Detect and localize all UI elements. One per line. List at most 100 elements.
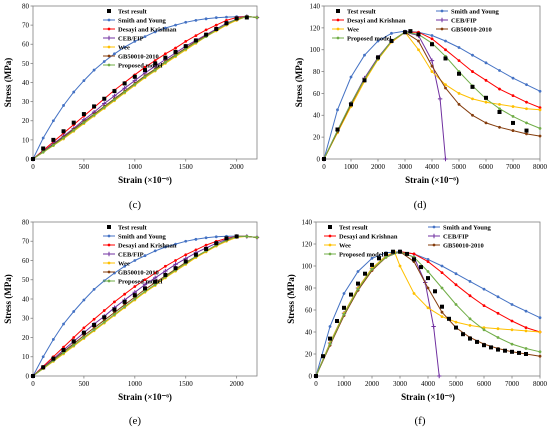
data-point — [41, 150, 45, 154]
legend-marker — [336, 9, 340, 13]
data-point — [328, 336, 332, 341]
legend-marker — [107, 63, 111, 67]
data-point — [419, 265, 423, 270]
y-tick-label: 140 — [310, 2, 321, 10]
data-point — [41, 365, 46, 370]
legend-label: Desayi and Krishnan — [339, 233, 398, 240]
data-point — [153, 271, 157, 275]
legend-item: Test result — [328, 224, 369, 231]
y-tick-label: 0 — [26, 155, 30, 163]
series-test-result — [314, 249, 528, 378]
data-point — [143, 278, 147, 282]
data-point — [122, 86, 127, 91]
data-point — [496, 347, 500, 352]
legend-marker — [328, 225, 332, 229]
data-point — [133, 297, 137, 301]
legend-marker — [106, 35, 112, 41]
data-point — [72, 310, 76, 313]
y-tick-label: 80 — [22, 218, 30, 226]
data-point — [72, 343, 76, 347]
y-tick-label: 80 — [22, 2, 30, 10]
x-axis-title: Strain (×10⁻⁶) — [118, 175, 172, 185]
data-point — [112, 89, 117, 94]
data-point — [153, 59, 157, 62]
data-point — [133, 259, 137, 262]
series-desayi-and-krishnan — [314, 250, 542, 378]
data-point — [321, 354, 325, 359]
data-point — [398, 264, 402, 268]
data-point — [51, 356, 56, 361]
y-axis-title: Stress (MPa) — [3, 274, 13, 324]
data-point — [454, 320, 458, 324]
data-point — [143, 35, 147, 38]
data-point — [194, 248, 198, 252]
data-point — [457, 92, 461, 95]
data-point — [349, 102, 353, 107]
series-line — [32, 235, 258, 377]
data-point — [41, 136, 45, 140]
legend-label: Desayi and Krishnan — [118, 26, 177, 33]
data-point — [133, 39, 137, 43]
data-point — [444, 48, 447, 52]
series-test-result — [322, 29, 529, 161]
legend-label: Test result — [347, 8, 377, 15]
x-tick-label: 8000 — [533, 380, 548, 388]
data-point — [113, 313, 116, 316]
data-point — [133, 83, 137, 86]
legend-marker — [107, 18, 111, 22]
legend-item: Test result — [107, 224, 148, 231]
x-axis-title: Strain (×10⁻⁶) — [401, 392, 455, 402]
data-point — [255, 236, 259, 239]
x-tick-label: 1500 — [179, 380, 194, 388]
x-axis-title: Strain (×10⁻⁶) — [405, 175, 459, 185]
data-point — [214, 235, 218, 239]
data-point — [51, 143, 55, 147]
series-proposed-model — [322, 30, 542, 161]
data-point — [468, 317, 472, 321]
data-point — [440, 264, 444, 268]
data-point — [61, 129, 66, 134]
data-point — [524, 352, 528, 356]
legend-marker — [440, 27, 444, 31]
data-point — [471, 53, 474, 57]
data-point — [403, 30, 407, 35]
data-point — [92, 113, 96, 117]
data-point — [102, 309, 106, 312]
legend-label: CEB/FIP — [451, 17, 477, 24]
data-point — [447, 316, 451, 321]
data-point — [430, 64, 434, 68]
data-point — [132, 78, 138, 83]
data-point — [123, 45, 127, 49]
data-point — [511, 105, 515, 108]
data-point — [342, 305, 346, 310]
y-tick-label: 0 — [26, 372, 30, 380]
data-point — [193, 252, 198, 257]
data-point — [426, 260, 430, 263]
x-tick-label: 4000 — [421, 380, 436, 388]
legend-label: Wee — [118, 260, 130, 267]
legend-item: Smith and Young — [103, 233, 167, 240]
panel-label: (e) — [129, 415, 142, 427]
data-point — [82, 298, 86, 302]
legend-marker — [440, 9, 444, 13]
y-tick-label: 0 — [317, 155, 321, 163]
data-point — [444, 86, 447, 90]
data-point — [498, 125, 501, 129]
data-point — [152, 275, 158, 281]
panel-label: (f) — [415, 415, 426, 427]
legend-item: GB50010-2010 — [103, 269, 159, 276]
data-point — [163, 268, 168, 274]
y-tick-label: 30 — [22, 315, 30, 323]
x-tick-label: 500 — [79, 380, 90, 388]
data-point — [41, 146, 46, 151]
data-point — [398, 249, 402, 254]
data-point — [482, 343, 486, 348]
y-tick-label: 30 — [22, 98, 30, 106]
data-point — [163, 245, 167, 249]
data-point — [470, 84, 475, 89]
data-point — [51, 338, 55, 341]
data-point — [71, 120, 76, 125]
y-axis-title: Stress (MPa) — [3, 58, 13, 108]
data-point — [51, 119, 55, 123]
legend-marker — [328, 243, 332, 247]
